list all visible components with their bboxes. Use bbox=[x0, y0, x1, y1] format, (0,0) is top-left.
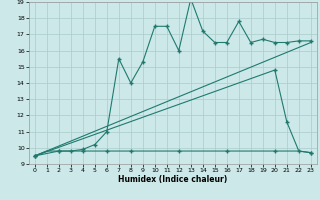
X-axis label: Humidex (Indice chaleur): Humidex (Indice chaleur) bbox=[118, 175, 228, 184]
